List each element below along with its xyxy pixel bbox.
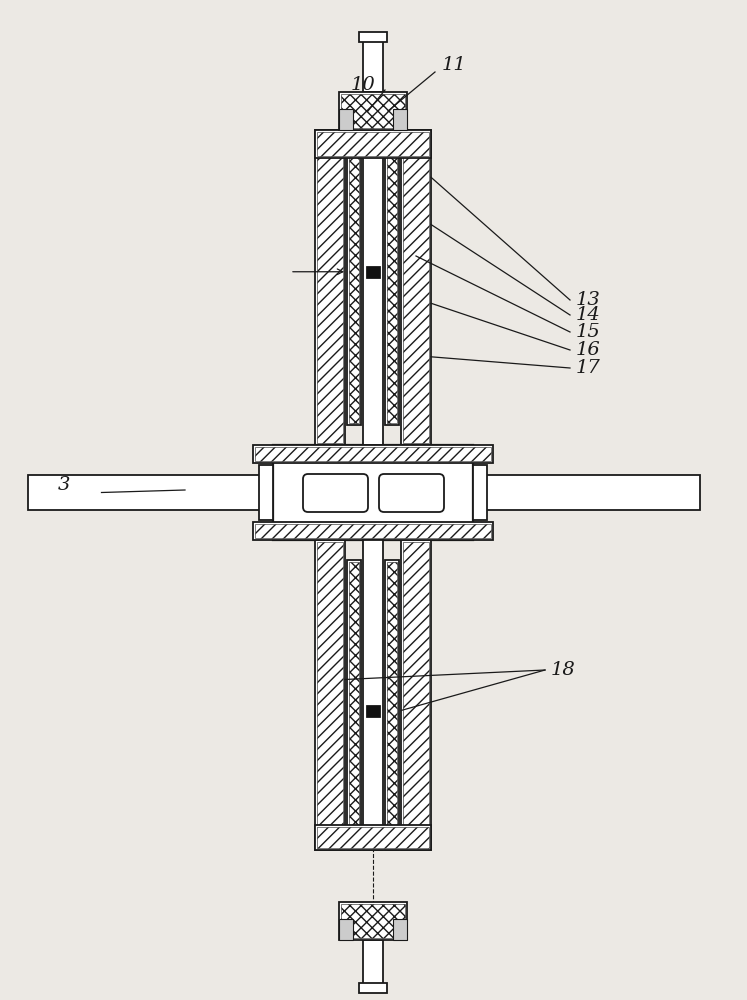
Bar bbox=[347, 130, 361, 425]
Bar bbox=[317, 827, 429, 848]
Bar bbox=[473, 475, 700, 510]
Bar bbox=[363, 940, 383, 985]
Bar bbox=[339, 92, 407, 130]
Text: 17: 17 bbox=[576, 359, 601, 377]
Bar bbox=[387, 562, 397, 848]
Bar bbox=[363, 540, 383, 850]
Bar bbox=[341, 94, 405, 128]
Bar bbox=[403, 542, 429, 848]
Bar bbox=[347, 560, 361, 850]
Bar bbox=[259, 465, 273, 520]
Bar bbox=[255, 524, 491, 538]
Bar bbox=[363, 37, 383, 92]
Bar bbox=[349, 562, 359, 848]
Bar bbox=[315, 130, 431, 158]
Bar bbox=[385, 130, 399, 425]
Text: 18: 18 bbox=[551, 661, 576, 679]
Bar bbox=[349, 132, 359, 423]
Bar bbox=[317, 542, 343, 848]
Bar bbox=[341, 904, 405, 938]
Bar bbox=[253, 445, 493, 463]
Bar bbox=[366, 266, 380, 278]
Text: 11: 11 bbox=[442, 56, 467, 74]
Bar bbox=[401, 540, 431, 850]
Bar bbox=[315, 540, 345, 850]
Bar bbox=[401, 130, 431, 445]
FancyBboxPatch shape bbox=[379, 474, 444, 512]
Text: 13: 13 bbox=[576, 291, 601, 309]
Bar bbox=[317, 132, 343, 443]
Bar bbox=[393, 919, 407, 940]
Bar bbox=[255, 447, 491, 461]
Bar bbox=[317, 132, 429, 156]
Bar bbox=[273, 445, 473, 540]
Bar bbox=[393, 109, 407, 130]
Bar bbox=[339, 902, 407, 940]
Bar bbox=[363, 130, 383, 445]
Bar bbox=[315, 130, 345, 445]
Text: 14: 14 bbox=[576, 306, 601, 324]
Bar bbox=[385, 560, 399, 850]
Text: 10: 10 bbox=[350, 76, 375, 94]
Bar bbox=[339, 109, 353, 130]
Bar bbox=[366, 704, 380, 716]
FancyBboxPatch shape bbox=[303, 474, 368, 512]
Bar bbox=[339, 919, 353, 940]
Bar bbox=[359, 32, 387, 42]
Text: 3: 3 bbox=[58, 476, 70, 494]
Bar bbox=[387, 132, 397, 423]
Text: 15: 15 bbox=[576, 323, 601, 341]
Text: 16: 16 bbox=[576, 341, 601, 359]
Bar bbox=[28, 475, 273, 510]
Bar bbox=[253, 522, 493, 540]
Bar bbox=[359, 983, 387, 993]
Bar bbox=[473, 465, 487, 520]
Bar bbox=[315, 825, 431, 850]
Bar bbox=[403, 132, 429, 443]
